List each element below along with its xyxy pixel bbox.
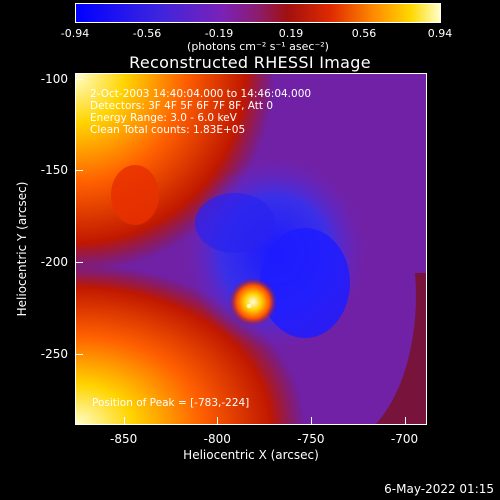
x-tick-mark (123, 417, 125, 425)
x-tick-label: -800 (203, 432, 231, 446)
annotation-clean: Clean Total counts: 1.83E+05 (90, 124, 246, 136)
y-tick-mark (75, 78, 83, 80)
colorbar (75, 3, 441, 23)
annotation-detectors: Detectors: 3F 4F 5F 6F 7F 8F, Att 0 (90, 100, 274, 112)
x-axis-label: Heliocentric X (arcsec) (183, 448, 319, 462)
colorbar-tick: -0.19 (204, 27, 234, 40)
peak-marker (247, 303, 252, 308)
y-tick-label: -250 (40, 346, 68, 361)
x-tick-label: -850 (110, 432, 138, 446)
heatmap-image (75, 73, 427, 425)
y-tick-mark (75, 353, 83, 355)
y-tick-mark (75, 170, 83, 172)
plot-frame (75, 73, 427, 425)
colorbar-tick: 0.56 (351, 27, 377, 40)
x-tick-label: -750 (297, 432, 325, 446)
annotation-energy: Energy Range: 3.0 - 6.0 keV (90, 112, 237, 124)
colorbar-tick: -0.56 (132, 27, 162, 40)
y-tick-label: -200 (40, 254, 68, 269)
annotation-peak-position: Position of Peak = [-783,-224] (92, 397, 250, 409)
x-tick-label: -700 (390, 432, 419, 446)
y-tick-label: -150 (40, 163, 68, 178)
x-tick-mark (310, 417, 312, 425)
y-axis-label: Heliocentric Y (arcsec) (15, 181, 29, 317)
x-tick-mark (404, 417, 406, 425)
x-tick-mark (217, 417, 219, 425)
chart-title: Reconstructed RHESSI Image (129, 53, 371, 72)
annotation-time: 2-Oct-2003 14:40:04.000 to 14:46:04.000 (90, 88, 312, 100)
y-tick-label: -100 (40, 71, 68, 86)
colorbar-unit: (photons cm⁻² s⁻¹ asec⁻²) (187, 40, 329, 53)
colorbar-tick: 0.19 (278, 27, 304, 40)
y-tick-mark (75, 261, 83, 263)
footer-date: 6-May-2022 01:15 (384, 482, 494, 496)
colorbar-tick: -0.94 (60, 27, 90, 40)
colorbar-tick: 0.94 (427, 27, 453, 40)
